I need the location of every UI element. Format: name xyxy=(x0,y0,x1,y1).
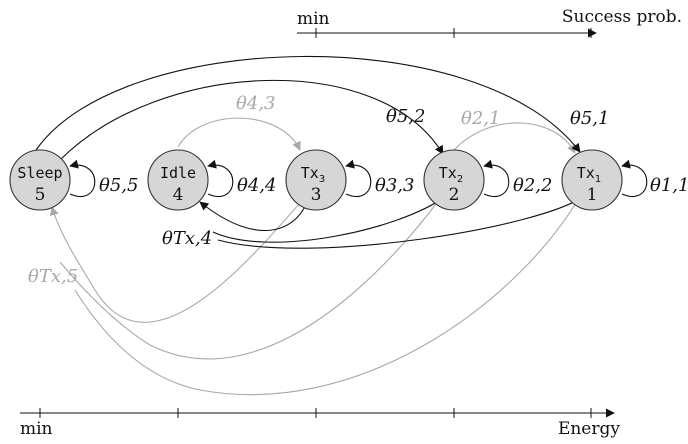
label-self-loop-sleep: θ5,5 xyxy=(99,175,138,196)
edge-sleep-to-tx1 xyxy=(36,56,580,152)
edges-tx-to-idle xyxy=(200,196,584,248)
self-loop-idle xyxy=(208,165,233,196)
label-theta-tx-5: θTx,5 xyxy=(28,266,78,287)
edge-tx1-to-idle xyxy=(218,196,584,248)
state-tx1-number: 1 xyxy=(587,185,598,205)
edge-tx3-to-idle xyxy=(200,196,309,230)
state-tx2: Tx2 2 xyxy=(424,150,484,210)
top-axis-title: Success prob. xyxy=(562,7,682,27)
label-self-loop-idle: θ4,4 xyxy=(237,175,276,196)
self-loop-tx2 xyxy=(484,165,509,196)
edges-tx-to-sleep xyxy=(52,196,580,395)
top-axis-min-label: min xyxy=(297,9,330,29)
self-loop-tx3 xyxy=(346,165,371,196)
label-theta-5-2: θ5,2 xyxy=(386,106,425,127)
label-theta-tx-4: θTx,4 xyxy=(162,228,212,249)
state-sleep: Sleep 5 xyxy=(10,150,70,210)
state-tx2-number: 2 xyxy=(449,185,460,205)
top-axis: min Success prob. xyxy=(297,7,682,38)
label-theta-4-3: θ4,3 xyxy=(236,93,275,114)
self-loop-sleep xyxy=(70,165,95,196)
bottom-axis-title: Energy xyxy=(558,419,620,439)
self-loop-tx1 xyxy=(622,165,647,196)
bottom-axis: min Energy xyxy=(20,408,620,439)
state-idle-number: 4 xyxy=(173,185,184,205)
edge-idle-to-tx3 xyxy=(178,118,300,150)
state-tx3: Tx3 3 xyxy=(286,150,346,210)
state-tx1: Tx1 1 xyxy=(562,150,622,210)
bottom-axis-min-label: min xyxy=(20,419,53,439)
state-sleep-number: 5 xyxy=(35,185,46,205)
label-theta-5-1: θ5,1 xyxy=(570,108,609,129)
edges-gray-forward xyxy=(178,118,575,153)
state-tx3-number: 3 xyxy=(311,185,322,205)
edge-tx3-to-sleep xyxy=(52,196,306,322)
state-sleep-name: Sleep xyxy=(17,164,62,182)
label-theta-2-1: θ2,1 xyxy=(461,108,500,129)
edge-tx1-to-sleep xyxy=(75,196,580,395)
edge-tx2-to-sleep xyxy=(60,196,442,359)
state-idle-name: Idle xyxy=(160,164,196,182)
state-idle: Idle 4 xyxy=(148,150,208,210)
label-self-loop-tx3: θ3,3 xyxy=(375,175,414,196)
label-self-loop-tx2: θ2,2 xyxy=(513,175,552,196)
label-self-loop-tx1: θ1,1 xyxy=(650,175,688,196)
